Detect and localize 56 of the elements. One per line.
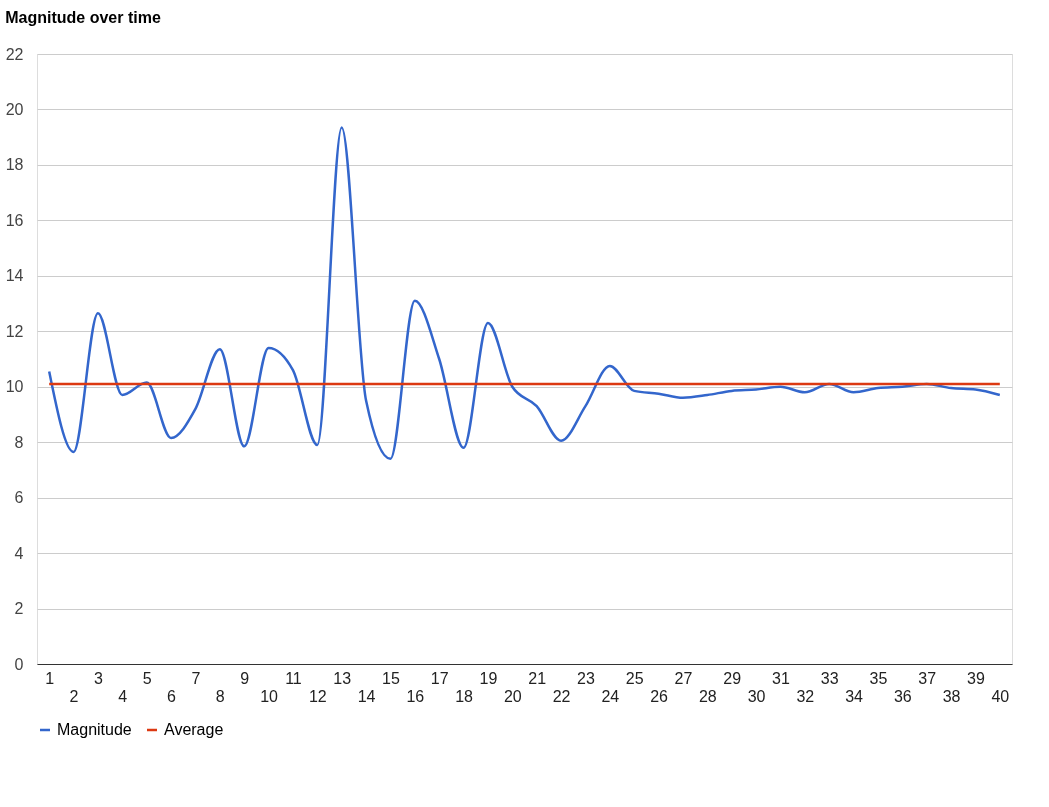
- x-tick-label: 15: [382, 669, 400, 687]
- x-tick-label: 1: [45, 669, 55, 687]
- y-tick-label: 4: [14, 544, 24, 562]
- x-tick-label: 29: [723, 669, 742, 687]
- x-tick-label: 14: [357, 687, 376, 705]
- y-tick-label: 16: [5, 211, 24, 229]
- x-tick-label: 30: [747, 687, 766, 705]
- y-tick-label: 18: [5, 156, 24, 174]
- x-tick-label: 32: [796, 687, 815, 705]
- x-tick-label: 39: [967, 669, 985, 687]
- x-tick-label: 35: [869, 669, 888, 687]
- x-tick-label: 36: [893, 687, 912, 705]
- x-tick-label: 26: [650, 687, 669, 705]
- x-tick-label: 20: [503, 687, 522, 705]
- y-tick-label: 6: [14, 489, 24, 507]
- x-tick-label: 25: [625, 669, 644, 687]
- x-tick-label: 40: [991, 687, 1010, 705]
- x-tick-label: 33: [820, 669, 839, 687]
- x-tick-label: 8: [215, 687, 225, 705]
- x-tick-label: 22: [552, 687, 571, 705]
- x-tick-label: 38: [942, 687, 961, 705]
- y-tick-label: 12: [5, 322, 24, 340]
- y-tick-label: 20: [5, 100, 24, 118]
- line-series: [47, 126, 1002, 461]
- legend-label: Magnitude: [57, 721, 132, 738]
- y-tick-label: 2: [14, 600, 24, 618]
- y-tick-label: 22: [5, 45, 24, 63]
- x-tick-label: 28: [698, 687, 717, 705]
- x-tick-label: 3: [93, 669, 103, 687]
- x-tick-label: 21: [528, 669, 547, 687]
- x-tick-label: 17: [430, 669, 449, 687]
- x-tick-label: 10: [260, 687, 279, 705]
- legend-label: Average: [164, 721, 224, 738]
- x-tick-label: 4: [118, 687, 128, 705]
- x-tick-label: 23: [577, 669, 595, 687]
- x-tick-label: 7: [191, 669, 201, 687]
- x-tick-label: 13: [333, 669, 352, 687]
- x-tick-label: 6: [167, 687, 177, 705]
- x-tick-label: 19: [479, 669, 498, 687]
- x-tick-label: 2: [69, 687, 79, 705]
- x-tick-label: 27: [674, 669, 693, 687]
- x-tick-label: 16: [406, 687, 425, 705]
- x-tick-label: 5: [142, 669, 152, 687]
- x-tick-label: 18: [455, 687, 474, 705]
- x-tick-label: 24: [601, 687, 620, 705]
- y-tick-label: 8: [14, 433, 24, 451]
- y-tick-label: 10: [5, 378, 24, 396]
- x-tick-label: 37: [918, 669, 937, 687]
- x-tick-label: 34: [845, 687, 864, 705]
- x-tick-label: 11: [285, 669, 302, 687]
- x-tick-label: 9: [240, 669, 250, 687]
- x-tick-label: 31: [772, 669, 790, 687]
- chart-title: Magnitude over time: [5, 9, 161, 26]
- y-tick-label: 14: [5, 267, 24, 285]
- x-tick-label: 12: [308, 687, 327, 705]
- y-tick-label: 0: [14, 655, 24, 673]
